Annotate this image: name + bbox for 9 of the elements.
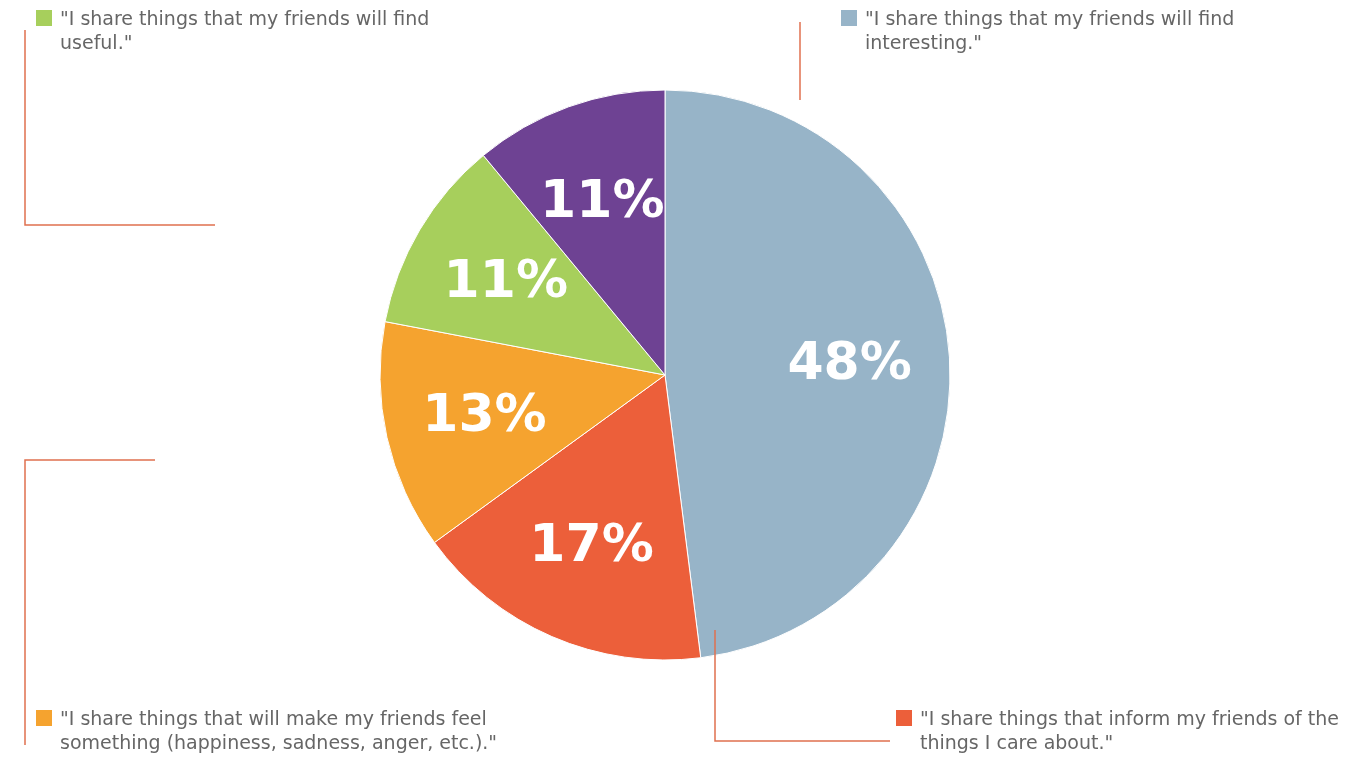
legend-label: "I share things that my friends will find interesting."	[865, 6, 1236, 54]
legend-label: "I share things that my friends will find useful."	[60, 6, 431, 54]
data-label: 13%	[422, 383, 547, 444]
data-label: 17%	[529, 512, 654, 573]
legend-label: "I share things that inform my friends of the things I care about."	[920, 706, 1341, 754]
data-label: 11%	[443, 248, 568, 309]
legend-label: "I share things that will make my friends feel something (happiness, sadness, anger, etc.)."	[60, 706, 499, 754]
data-label: 11%	[540, 168, 665, 229]
data-label: 48%	[787, 331, 912, 392]
